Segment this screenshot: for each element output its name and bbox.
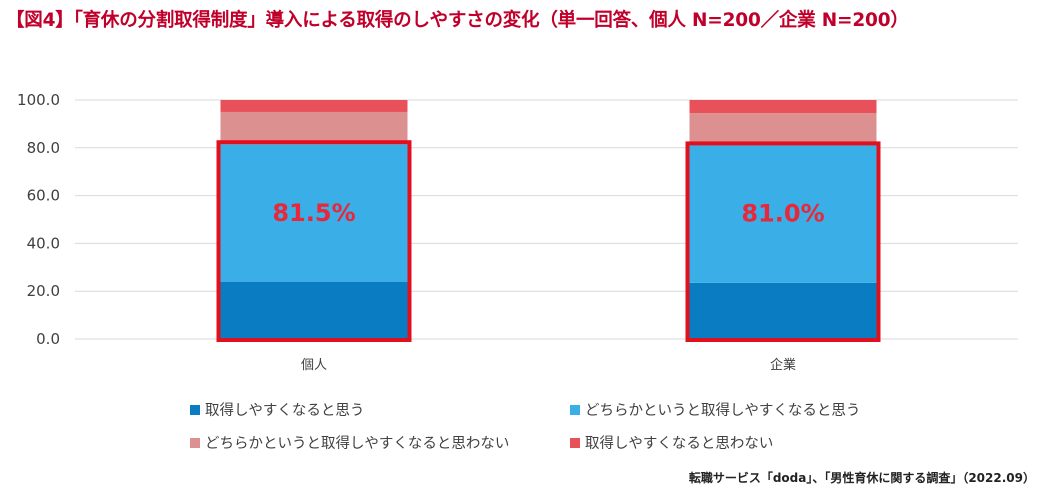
source-note: 転職サービス「doda」、「男性育休に関する調査」（2022.09） xyxy=(689,469,1035,486)
legend-swatch xyxy=(190,438,200,448)
category-label: 企業 xyxy=(770,357,796,373)
legend-item: 取得しやすくなると思わない xyxy=(570,432,773,453)
category-label: 個人 xyxy=(301,358,327,373)
legend-item: どちらかというと取得しやすくなると思わない xyxy=(190,432,509,453)
y-tick-label: 100.0 xyxy=(17,91,60,109)
bar-segment xyxy=(221,112,408,144)
bar-segment xyxy=(690,283,877,339)
y-tick-label: 80.0 xyxy=(27,139,60,157)
legend-label: 取得しやすくなると思う xyxy=(205,399,364,420)
bar-segment xyxy=(221,282,408,339)
legend-item: 取得しやすくなると思う xyxy=(190,399,364,420)
legend-swatch xyxy=(570,438,580,448)
y-tick-label: 20.0 xyxy=(27,282,60,300)
y-tick-label: 60.0 xyxy=(27,187,60,205)
y-tick-label: 40.0 xyxy=(27,234,60,252)
legend-swatch xyxy=(570,405,580,415)
legend-item: どちらかというと取得しやすくなると思う xyxy=(570,399,860,420)
legend-label: 取得しやすくなると思わない xyxy=(585,432,773,453)
legend-label: どちらかというと取得しやすくなると思わない xyxy=(205,432,509,453)
legend-swatch xyxy=(190,405,200,415)
legend-label: どちらかというと取得しやすくなると思う xyxy=(585,399,860,420)
y-tick-label: 0.0 xyxy=(36,330,60,348)
bar-segment xyxy=(690,100,877,113)
bar-segment xyxy=(690,113,877,145)
data-label: 81.5% xyxy=(272,199,355,227)
bar-segment xyxy=(221,100,408,112)
data-label: 81.0% xyxy=(741,200,824,228)
